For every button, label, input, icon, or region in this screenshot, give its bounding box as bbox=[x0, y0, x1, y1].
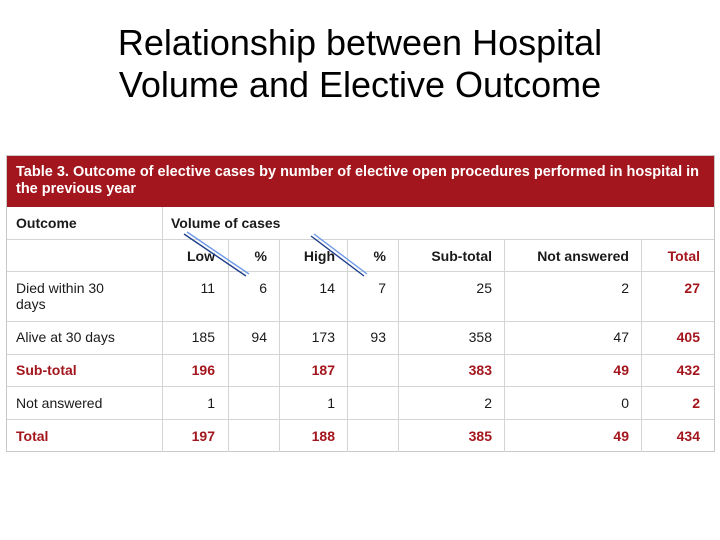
column-divider bbox=[228, 239, 229, 452]
table-cell: 49 bbox=[613, 428, 629, 444]
table-cell: 358 bbox=[468, 329, 492, 345]
table-caption: Table 3. Outcome of elective cases by nu… bbox=[7, 156, 714, 207]
table-cell: 1 bbox=[327, 395, 335, 411]
table-cell: 383 bbox=[468, 362, 492, 378]
table-cell-total: 432 bbox=[676, 362, 700, 378]
table-grid: Outcome Volume of cases Low % High % Sub… bbox=[7, 207, 714, 452]
column-header-sub-total: Sub-total bbox=[431, 248, 492, 264]
table-cell: 197 bbox=[191, 428, 215, 444]
annotation-stroke-low bbox=[183, 231, 250, 277]
table-cell: 0 bbox=[621, 395, 629, 411]
row-divider bbox=[7, 354, 714, 355]
table-cell: 196 bbox=[191, 362, 215, 378]
table-cell: 7 bbox=[378, 280, 386, 296]
table-cell: 1 bbox=[207, 395, 215, 411]
row-label-died-within-30-days: Died within 30 days bbox=[16, 280, 104, 312]
column-header-total: Total bbox=[667, 248, 700, 264]
table-cell: 11 bbox=[200, 280, 215, 296]
column-divider bbox=[162, 207, 163, 452]
table-cell: 2 bbox=[484, 395, 492, 411]
table-cell: 47 bbox=[613, 329, 629, 345]
annotation-stroke-high bbox=[310, 233, 368, 277]
column-header-high: High bbox=[303, 248, 335, 264]
table-cell: 93 bbox=[370, 329, 386, 345]
column-divider bbox=[398, 239, 399, 452]
table-cell-total: 2 bbox=[692, 395, 700, 411]
table-cell: 385 bbox=[468, 428, 492, 444]
row-divider bbox=[7, 239, 714, 240]
row-label-sub-total: Sub-total bbox=[16, 362, 77, 378]
row-divider bbox=[7, 419, 714, 420]
column-header-high-percent: % bbox=[373, 248, 386, 264]
slide-title: Relationship between Hospital Volume and… bbox=[0, 22, 720, 106]
column-divider bbox=[279, 239, 280, 452]
table-cell-total: 434 bbox=[676, 428, 700, 444]
column-divider bbox=[504, 239, 505, 452]
row-divider bbox=[7, 271, 714, 272]
row-divider bbox=[7, 321, 714, 322]
table-cell: 188 bbox=[311, 428, 335, 444]
column-header-low-percent: % bbox=[254, 248, 267, 264]
table-cell-total: 27 bbox=[684, 280, 700, 296]
table-cell: 2 bbox=[621, 280, 629, 296]
table-cell: 185 bbox=[191, 329, 215, 345]
header-outcome: Outcome bbox=[16, 215, 77, 231]
table-cell: 187 bbox=[311, 362, 335, 378]
row-divider bbox=[7, 386, 714, 387]
header-volume-of-cases: Volume of cases bbox=[171, 215, 281, 231]
table-cell: 94 bbox=[251, 329, 267, 345]
table-cell-total: 405 bbox=[676, 329, 700, 345]
row-label-alive-at-30-days: Alive at 30 days bbox=[16, 329, 115, 345]
column-header-not-answered: Not answered bbox=[537, 248, 629, 264]
column-divider bbox=[641, 239, 642, 452]
table-cell: 173 bbox=[311, 329, 335, 345]
table-cell: 25 bbox=[476, 280, 492, 296]
outcome-table: Table 3. Outcome of elective cases by nu… bbox=[6, 155, 715, 452]
table-cell: 6 bbox=[259, 280, 267, 296]
table-cell: 49 bbox=[613, 362, 629, 378]
slide-title-line-1: Relationship between Hospital bbox=[117, 22, 603, 63]
column-header-low: Low bbox=[187, 248, 215, 264]
table-cell: 14 bbox=[319, 280, 335, 296]
row-label-total: Total bbox=[16, 428, 49, 444]
row-label-not-answered: Not answered bbox=[16, 395, 103, 411]
slide-title-line-2: Volume and Elective Outcome bbox=[118, 64, 602, 105]
column-divider bbox=[347, 239, 348, 452]
